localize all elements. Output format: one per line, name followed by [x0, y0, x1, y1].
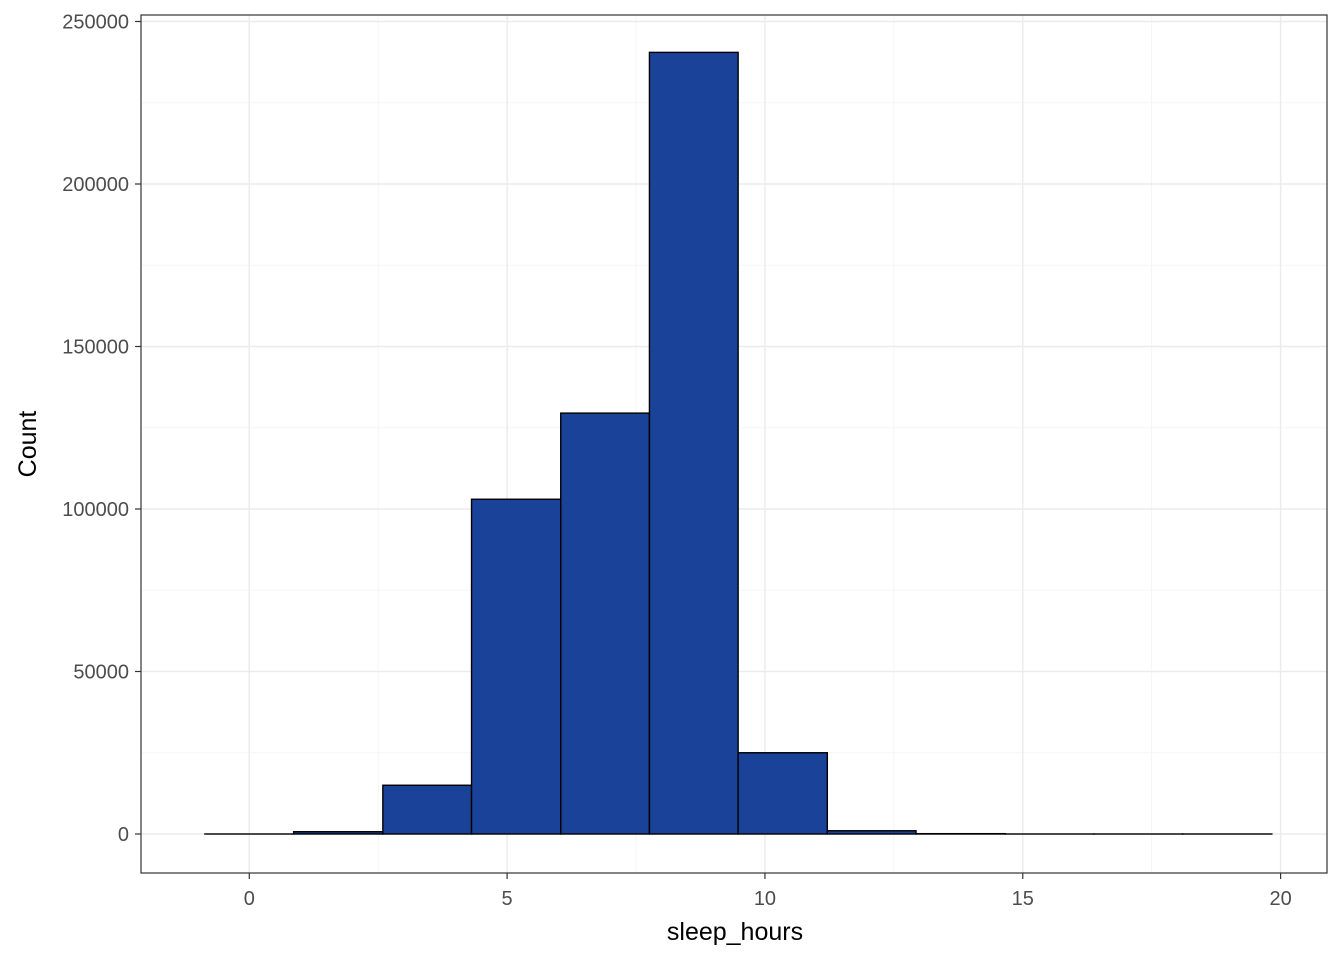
y-tick-label: 0	[118, 824, 129, 846]
y-axis-title: Count	[14, 411, 42, 478]
histogram-bar	[382, 784, 473, 835]
histogram-bar	[648, 51, 739, 835]
panel-border	[140, 14, 1328, 874]
y-axis-ticks: 0 50000 100000 150000 200000 250000	[62, 12, 141, 846]
y-tick-label: 150000	[62, 337, 129, 359]
x-tick-label: 15	[1012, 888, 1034, 910]
histogram-bar	[560, 412, 651, 835]
histogram-bar	[737, 752, 829, 835]
x-tick-label: 0	[244, 888, 255, 910]
histogram-bar	[292, 831, 384, 835]
x-tick-label: 10	[754, 888, 776, 910]
x-axis-title: sleep_hours	[667, 918, 803, 946]
x-tick-label: 5	[502, 888, 513, 910]
histogram-bars	[204, 51, 1273, 835]
histogram-bar	[470, 498, 562, 835]
x-tick-label: 20	[1269, 888, 1291, 910]
y-tick-label: 50000	[73, 662, 129, 684]
histogram-bar	[826, 830, 917, 835]
y-tick-label: 250000	[62, 12, 129, 34]
y-tick-label: 200000	[62, 174, 129, 196]
y-tick-label: 100000	[62, 499, 129, 521]
x-axis-ticks: 0 5 10 15 20	[244, 873, 1292, 910]
